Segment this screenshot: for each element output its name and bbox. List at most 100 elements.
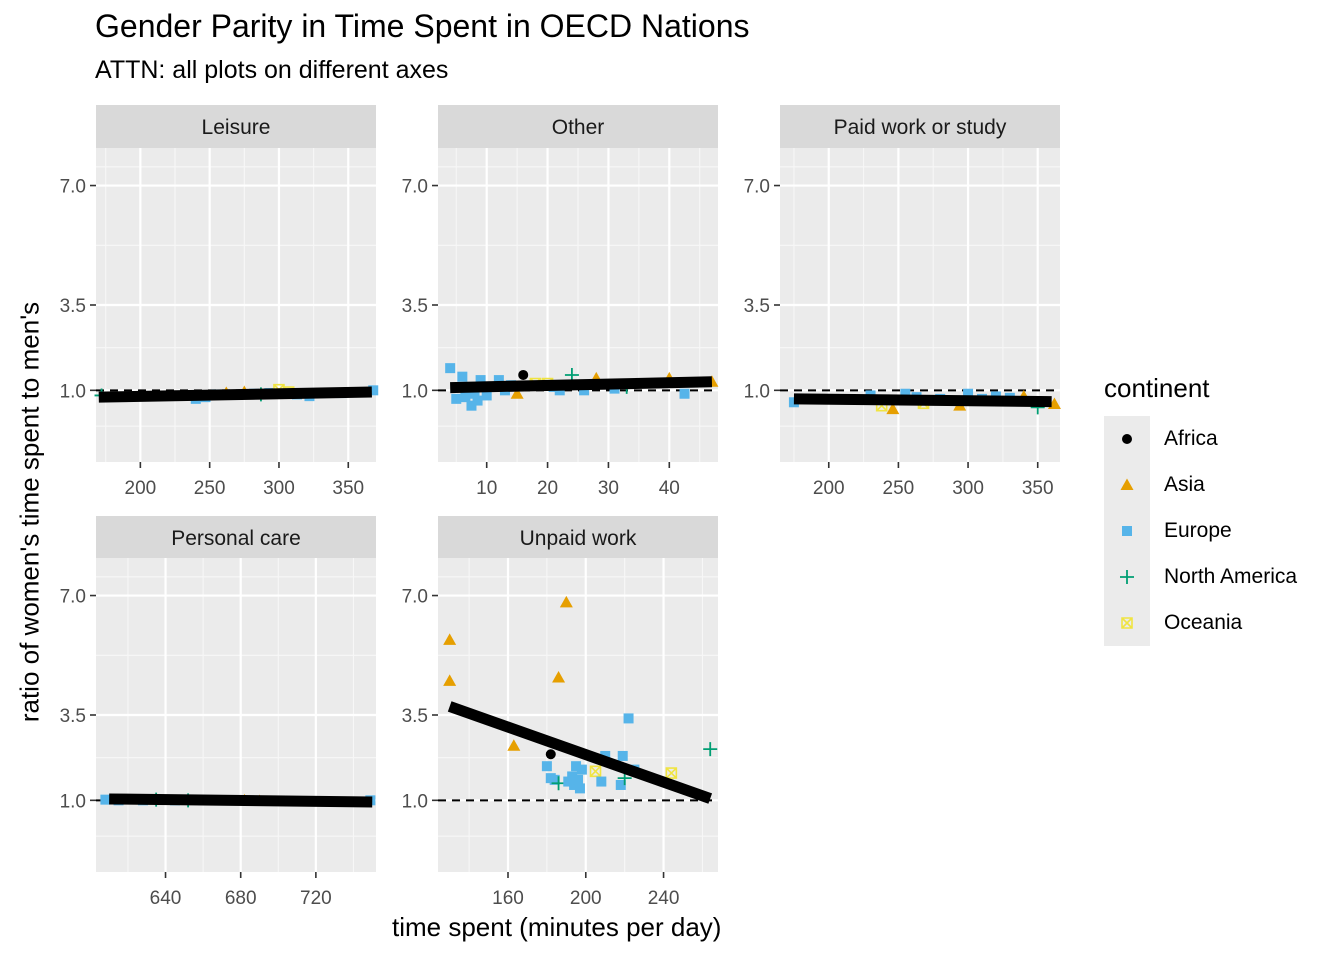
y-tick-label: 3.5 — [402, 706, 428, 727]
data-point-europe — [457, 371, 468, 382]
x-tick-label: 250 — [883, 478, 915, 499]
legend-symbol-asia — [1120, 478, 1134, 490]
x-tick-label: 160 — [492, 888, 524, 909]
data-point-asia — [510, 387, 524, 399]
data-point-europe — [623, 713, 634, 724]
x-tick-label: 20 — [537, 478, 558, 499]
legend-item-europe: Europe — [1104, 508, 1297, 554]
x-tick-label: 240 — [648, 888, 680, 909]
y-tick-label: 3.5 — [744, 296, 770, 317]
legend-label-africa: Africa — [1164, 427, 1218, 450]
legend-symbol-north-america — [1120, 570, 1134, 584]
panel-strip-label: Other — [552, 116, 605, 139]
y-tick-label: 7.0 — [402, 587, 428, 608]
legend-key-oceania — [1104, 600, 1150, 646]
panel-strip-label: Personal care — [171, 527, 301, 550]
panel-strip-label: Unpaid work — [520, 527, 637, 550]
panel-strip — [438, 105, 718, 148]
legend-title: continent — [1104, 373, 1210, 403]
legend-marker-europe — [1122, 526, 1132, 536]
data-point-africa — [545, 749, 556, 760]
panel-strip — [438, 516, 718, 559]
y-tick-label: 1.0 — [402, 381, 428, 402]
data-point-europe — [445, 363, 456, 374]
y-tick-label: 7.0 — [402, 177, 428, 198]
y-tick-label: 7.0 — [60, 177, 86, 198]
x-tick-label: 720 — [300, 888, 332, 909]
y-tick-label: 7.0 — [744, 177, 770, 198]
trend-line — [447, 701, 713, 804]
legend-item-africa: Africa — [1104, 416, 1297, 462]
x-tick-label: 10 — [476, 478, 497, 499]
legend-label-europe: Europe — [1164, 519, 1232, 542]
data-point-north-america — [551, 776, 566, 791]
trend-line — [450, 376, 713, 394]
data-point-europe — [466, 400, 477, 411]
data-point-oceania — [665, 767, 678, 779]
data-point-europe — [571, 761, 582, 772]
x-tick-label: 200 — [813, 478, 845, 499]
data-point-europe — [596, 776, 607, 787]
data-point-europe — [573, 774, 583, 785]
data-point-oceania — [589, 765, 602, 778]
data-point-europe — [563, 776, 574, 787]
x-axis-label: time spent (minutes per day) — [392, 912, 722, 942]
legend-marker-asia — [1120, 478, 1134, 490]
y-tick-label: 1.0 — [60, 381, 86, 402]
data-point-europe — [549, 774, 560, 785]
x-tick-label: 200 — [125, 478, 157, 499]
data-point-africa — [518, 369, 529, 380]
trend-line — [98, 386, 372, 403]
x-tick-label: 40 — [659, 478, 680, 499]
y-axis-label: ratio of women's time spent to men's — [14, 301, 45, 723]
y-tick-label: 3.5 — [60, 706, 86, 727]
data-point-asia — [559, 595, 573, 608]
legend-key-asia — [1104, 462, 1150, 508]
x-tick-label: 680 — [225, 888, 257, 909]
legend-item-oceania: Oceania — [1104, 600, 1297, 646]
y-tick-label: 3.5 — [60, 296, 86, 317]
data-point-asia — [443, 633, 457, 645]
panel-strip — [780, 105, 1060, 148]
chart-title: Gender Parity in Time Spent in OECD Nati… — [95, 8, 750, 44]
data-point-europe — [579, 385, 590, 396]
trend-line — [109, 793, 373, 808]
data-point-europe — [475, 375, 486, 386]
legend-label-north-america: North America — [1164, 565, 1298, 588]
data-point-north-america — [703, 742, 718, 757]
panel-paid-work-or-study: Paid work or study 1.0 3.5 7.0 200 250 300 350 — [744, 105, 1061, 499]
x-tick-label: 640 — [150, 888, 182, 909]
legend: continent Africa Asia Europe North Ameri… — [1104, 373, 1297, 646]
legend-symbol-europe — [1122, 526, 1132, 536]
legend-marker-oceania — [1121, 617, 1133, 629]
data-point-europe — [472, 395, 483, 406]
data-point-europe — [460, 392, 471, 403]
panel-strip-label: Paid work or study — [834, 116, 1007, 139]
data-point-europe — [469, 388, 480, 399]
legend-marker-north-america — [1120, 570, 1134, 584]
data-point-europe — [679, 388, 690, 399]
legend-label-oceania: Oceania — [1164, 611, 1243, 634]
x-tick-label: 200 — [570, 888, 602, 909]
data-point-europe — [963, 388, 974, 399]
x-tick-label: 30 — [598, 478, 619, 499]
panel-unpaid-work: Unpaid work 1.0 3.5 7.0 160 200 240 — [402, 516, 718, 909]
y-tick-label: 1.0 — [60, 791, 86, 812]
data-point-asia — [507, 739, 521, 751]
data-point-europe — [576, 764, 587, 775]
legend-key-north-america — [1104, 554, 1150, 600]
legend-symbol-africa — [1122, 434, 1132, 444]
legend-key-europe — [1104, 508, 1150, 554]
x-tick-label: 300 — [263, 478, 295, 499]
data-point-europe — [617, 750, 628, 761]
y-tick-label: 3.5 — [402, 296, 428, 317]
legend-item-north-america: North America — [1104, 554, 1297, 600]
panel-strip — [96, 516, 376, 559]
data-point-europe — [100, 794, 111, 805]
data-point-europe — [368, 385, 379, 396]
y-tick-label: 1.0 — [744, 381, 770, 402]
legend-key-africa — [1104, 416, 1150, 462]
panel-leisure: Leisure 1.0 3.5 7.0 200 250 300 350 — [60, 105, 379, 499]
legend-symbol-oceania — [1121, 617, 1133, 629]
